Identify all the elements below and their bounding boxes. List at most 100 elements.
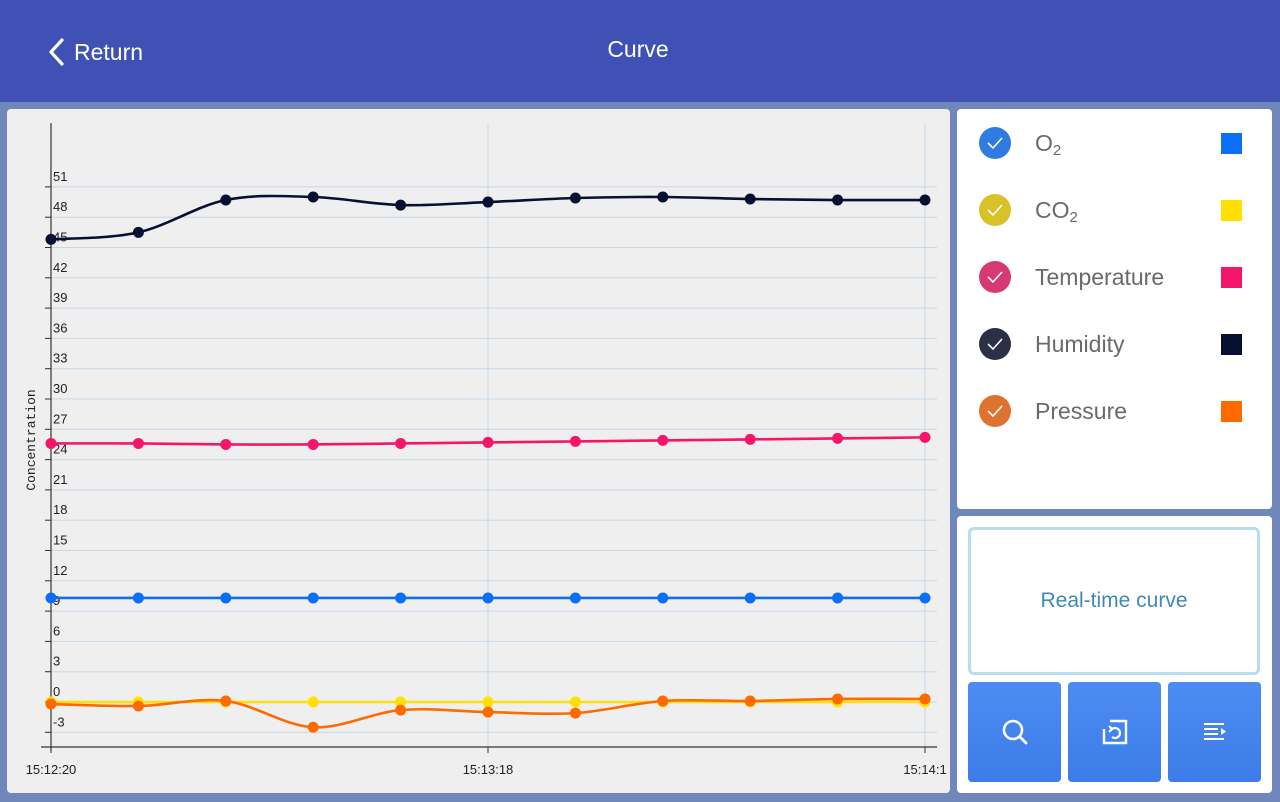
y-tick-label: -3 xyxy=(53,714,65,729)
data-point-pressure xyxy=(307,721,319,733)
legend-label-o2: O2 xyxy=(1035,130,1062,159)
humidity-checkbox[interactable] xyxy=(979,328,1011,360)
data-point-pressure xyxy=(919,693,931,705)
data-point-o2 xyxy=(307,592,319,604)
pressure-checkbox[interactable] xyxy=(979,395,1011,427)
data-point-o2 xyxy=(45,592,57,604)
legend-item-pressure[interactable]: Pressure xyxy=(957,387,1272,437)
pressure-color-swatch xyxy=(1221,401,1242,422)
y-tick-label: 33 xyxy=(53,351,67,366)
y-tick-label: 21 xyxy=(53,472,67,487)
legend-label-temperature: Temperature xyxy=(1035,264,1165,290)
legend-item-humidity[interactable]: Humidity xyxy=(957,320,1272,370)
data-point-o2 xyxy=(744,592,756,604)
data-point-humidity xyxy=(132,226,144,238)
search-button[interactable] xyxy=(968,682,1061,782)
y-tick-label: 3 xyxy=(53,654,60,669)
o2-checkbox[interactable] xyxy=(979,127,1011,159)
search-icon xyxy=(1002,719,1027,745)
data-point-o2 xyxy=(395,592,407,604)
temperature-checkbox[interactable] xyxy=(979,261,1011,293)
x-tick-label: 15:12:20 xyxy=(26,762,77,777)
y-tick-label: 27 xyxy=(53,411,67,426)
data-point-temperature xyxy=(395,437,407,449)
chart-panel: -3 0 3 6 9 12 15 18 21 24 27 30 33 36 39 42 45 48 51 15:12:… xyxy=(7,109,950,793)
y-tick-label: 51 xyxy=(53,169,67,184)
x-tick-label: 15:14:1 xyxy=(903,762,946,777)
data-point-pressure xyxy=(744,695,756,707)
check-icon xyxy=(987,405,1003,418)
data-point-co2 xyxy=(569,696,581,708)
y-tick-label: 48 xyxy=(53,199,67,214)
data-point-temperature xyxy=(482,436,494,448)
data-point-temperature xyxy=(657,434,669,446)
data-point-pressure xyxy=(45,698,57,710)
data-point-o2 xyxy=(482,592,494,604)
data-point-temperature xyxy=(744,433,756,445)
legend-item-o2[interactable]: O2 xyxy=(957,119,1272,169)
data-point-temperature xyxy=(45,437,57,449)
history-button[interactable] xyxy=(1068,682,1161,782)
data-point-pressure xyxy=(569,707,581,719)
legend-label-pressure: Pressure xyxy=(1035,398,1128,424)
y-tick-label: 12 xyxy=(53,563,67,578)
return-button[interactable]: Return xyxy=(46,34,143,70)
data-point-humidity xyxy=(395,199,407,211)
legend-item-temperature[interactable]: Temperature xyxy=(957,253,1272,303)
data-point-humidity xyxy=(569,192,581,204)
page-title: Curve xyxy=(607,36,669,62)
data-point-o2 xyxy=(919,592,931,604)
realtime-curve-button[interactable]: Real-time curve xyxy=(968,527,1260,675)
data-point-o2 xyxy=(220,592,232,604)
y-tick-label: 45 xyxy=(53,230,67,245)
data-point-pressure xyxy=(832,693,844,705)
x-tick-label: 15:13:18 xyxy=(463,762,514,777)
check-icon xyxy=(987,137,1003,150)
list-icon xyxy=(1203,723,1226,740)
data-point-humidity xyxy=(220,194,232,206)
data-point-pressure xyxy=(132,700,144,712)
o2-color-swatch xyxy=(1221,133,1242,154)
data-point-temperature xyxy=(307,438,319,450)
history-icon xyxy=(1102,719,1127,745)
legend-item-co2[interactable]: CO2 xyxy=(957,186,1272,236)
data-point-co2 xyxy=(395,696,407,708)
data-point-o2 xyxy=(132,592,144,604)
data-point-temperature xyxy=(220,438,232,450)
y-axis-label: Concentration xyxy=(24,389,39,490)
y-tick-label: 30 xyxy=(53,381,67,396)
check-icon xyxy=(987,204,1003,217)
legend-label-humidity: Humidity xyxy=(1035,331,1125,357)
co2-checkbox[interactable] xyxy=(979,194,1011,226)
check-icon xyxy=(987,338,1003,351)
list-button[interactable] xyxy=(1168,682,1261,782)
legend-label-co2: CO2 xyxy=(1035,197,1078,226)
y-tick-label: 0 xyxy=(53,684,60,699)
control-panel: Real-time curve xyxy=(957,516,1272,793)
y-tick-label: 42 xyxy=(53,260,67,275)
check-icon xyxy=(987,271,1003,284)
data-point-o2 xyxy=(569,592,581,604)
y-tick-label: 39 xyxy=(53,290,67,305)
data-point-humidity xyxy=(919,194,931,206)
y-tick-label: 6 xyxy=(53,623,60,638)
y-tick-label: 15 xyxy=(53,533,67,548)
data-point-o2 xyxy=(657,592,669,604)
y-tick-label: 36 xyxy=(53,320,67,335)
data-point-humidity xyxy=(45,233,57,245)
data-point-pressure xyxy=(657,695,669,707)
data-point-humidity xyxy=(832,194,844,206)
data-point-humidity xyxy=(744,193,756,205)
y-tick-label: 24 xyxy=(53,442,67,457)
concentration-chart: -30369121518212427303336394245485115:12:… xyxy=(24,123,947,777)
data-point-o2 xyxy=(832,592,844,604)
legend-panel: O2 CO2 Temperature Humidity Pressure xyxy=(957,109,1272,509)
return-label: Return xyxy=(74,38,144,65)
data-point-co2 xyxy=(482,696,494,708)
data-point-humidity xyxy=(482,196,494,208)
y-tick-label: 18 xyxy=(53,502,67,517)
co2-color-swatch xyxy=(1221,200,1242,221)
data-point-humidity xyxy=(657,191,669,203)
top-bar: Return Curve xyxy=(0,0,1280,102)
data-point-pressure xyxy=(482,706,494,718)
